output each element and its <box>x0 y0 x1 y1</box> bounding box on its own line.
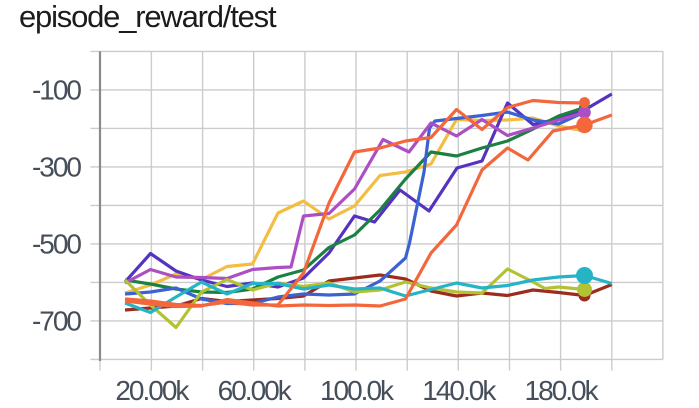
svg-text:180.0k: 180.0k <box>525 375 600 406</box>
svg-text:-300: -300 <box>32 152 81 183</box>
svg-text:60.00k: 60.00k <box>218 375 293 406</box>
svg-text:episode_reward/test: episode_reward/test <box>19 0 277 34</box>
svg-text:20.00k: 20.00k <box>115 375 190 406</box>
svg-text:-500: -500 <box>32 229 81 260</box>
svg-text:140.0k: 140.0k <box>422 375 497 406</box>
svg-text:-700: -700 <box>32 306 81 337</box>
svg-text:-100: -100 <box>32 75 81 106</box>
svg-text:100.0k: 100.0k <box>320 375 395 406</box>
